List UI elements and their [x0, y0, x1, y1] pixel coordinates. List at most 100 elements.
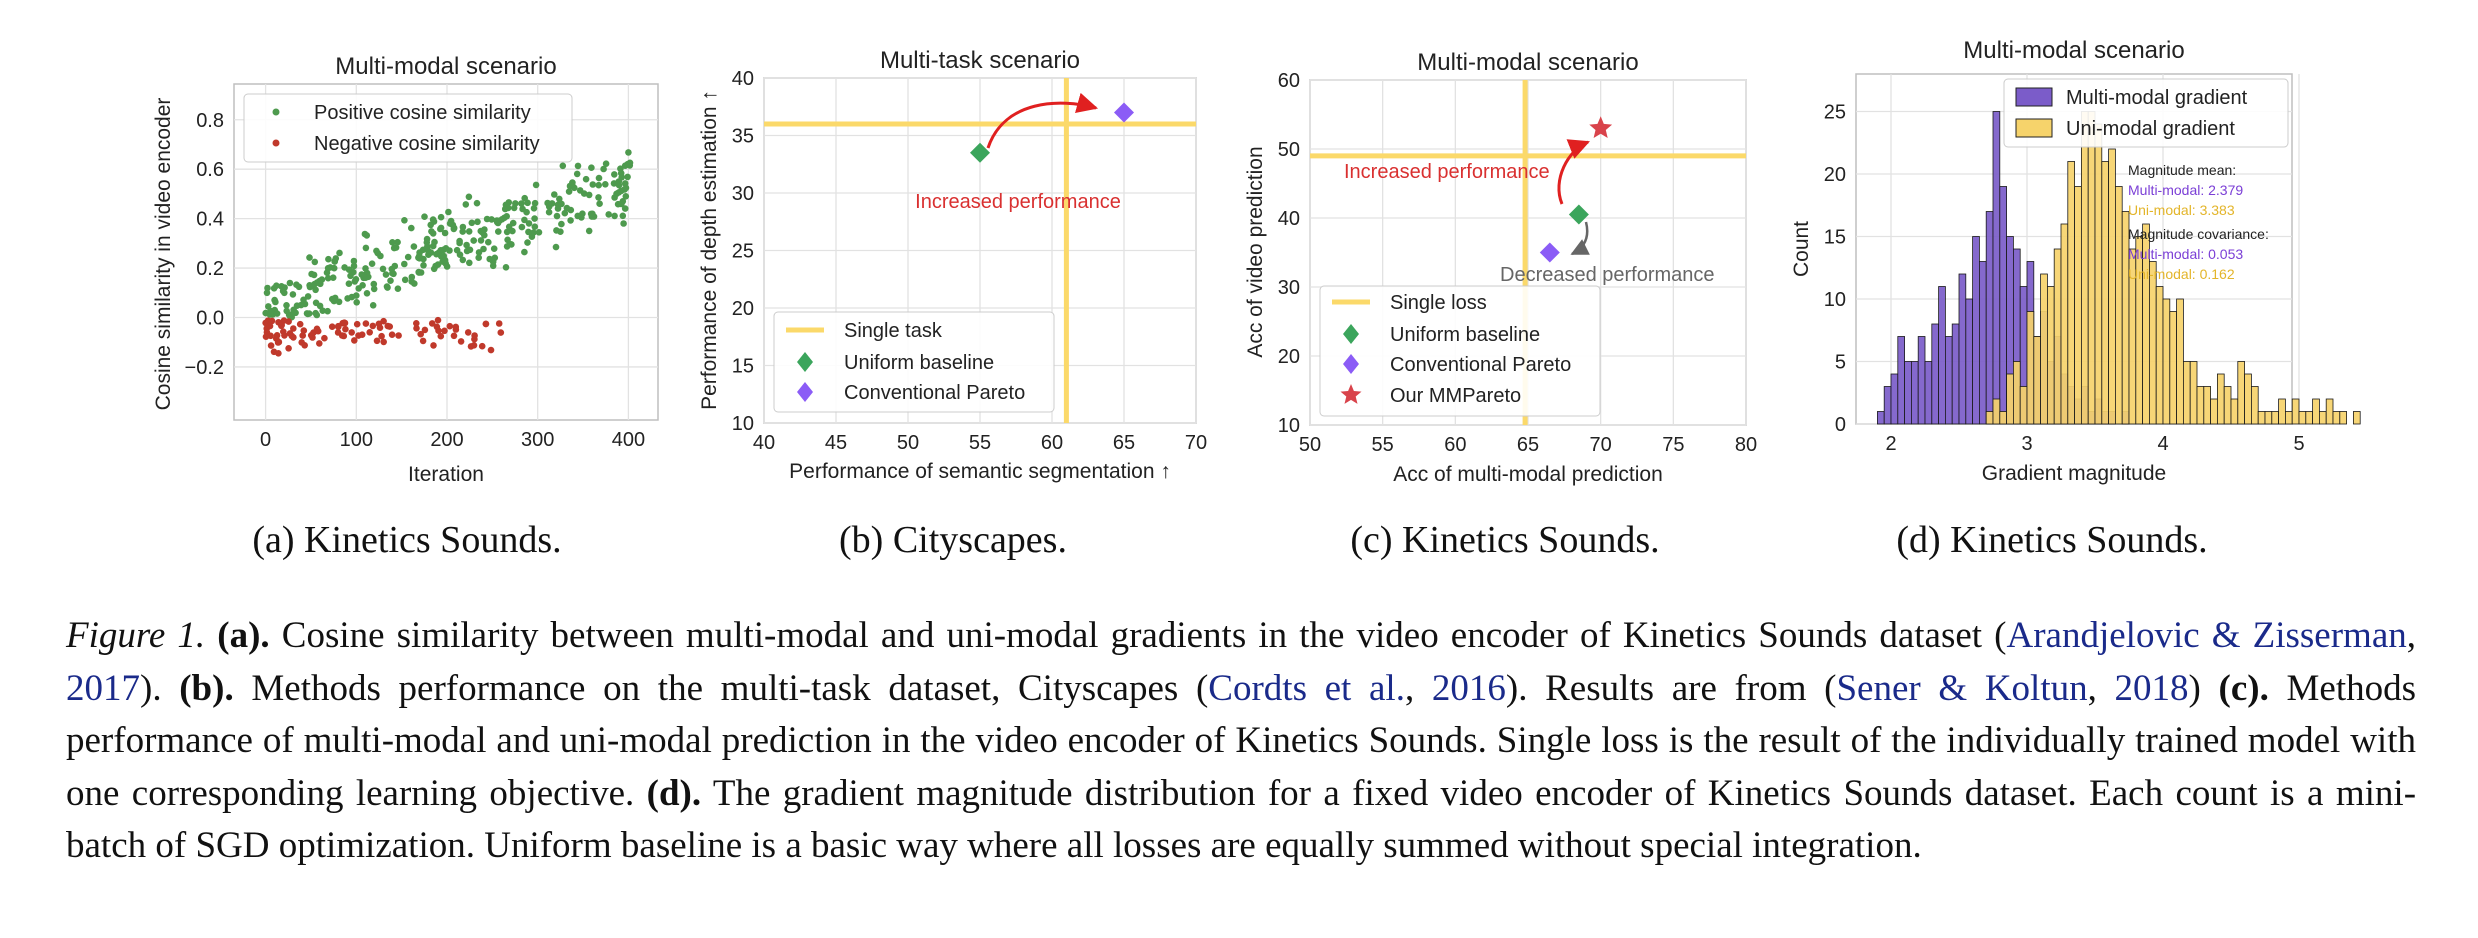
- legend-marker-uniform: [797, 352, 813, 372]
- positive-point: [363, 232, 371, 239]
- citation-year-2016[interactable]: 2016: [1431, 667, 1506, 709]
- y-tick-label: 20: [1278, 346, 1300, 368]
- positive-point: [441, 256, 449, 264]
- citation-cordts[interactable]: Cordts et al.: [1208, 667, 1405, 709]
- legend-label-multimodal: Multi-modal gradient: [2066, 87, 2248, 109]
- caption-d-text: The gradient magnitude distribution for …: [66, 772, 2417, 867]
- subcaption-c: (c) Kinetics Sounds.: [1350, 519, 1660, 561]
- negative-point: [340, 332, 348, 340]
- unimodal-bar: [2169, 311, 2178, 425]
- positive-point: [428, 228, 435, 235]
- positive-point: [300, 296, 307, 304]
- negative-point: [299, 332, 307, 339]
- positive-point: [404, 253, 412, 261]
- negative-point: [380, 317, 387, 325]
- unimodal-bar: [2060, 223, 2069, 425]
- panel-d-stats: Magnitude mean: Multi-modal: 2.379 Uni-m…: [2128, 162, 2269, 282]
- multimodal-bar: [1904, 361, 1912, 425]
- negative-point: [353, 320, 361, 328]
- panel-c-y-tick-labels: 10 20 30 40 50 60: [1278, 70, 1300, 437]
- negative-point: [369, 322, 377, 330]
- positive-point: [427, 221, 435, 229]
- negative-point: [433, 323, 441, 331]
- positive-point: [493, 217, 501, 224]
- caption-d-label: (d).: [646, 772, 702, 814]
- panel-d-y-label: Count: [1790, 221, 1813, 277]
- positive-point: [289, 291, 297, 298]
- positive-point: [401, 276, 409, 284]
- positive-point: [585, 191, 593, 199]
- negative-point: [413, 320, 420, 327]
- legend-label-negative: Negative cosine similarity: [314, 133, 540, 155]
- negative-point: [358, 331, 366, 339]
- positive-point: [595, 174, 603, 182]
- citation-year-2018[interactable]: 2018: [2114, 667, 2189, 709]
- positive-point: [595, 181, 602, 189]
- legend-marker-mmpareto: [1340, 384, 1362, 404]
- positive-point: [445, 208, 452, 216]
- positive-point: [519, 205, 526, 213]
- positive-point: [620, 220, 627, 227]
- positive-point: [370, 280, 378, 288]
- panel-c-annotation-up: Increased performance: [1344, 161, 1550, 183]
- negative-point: [434, 316, 442, 324]
- stats-cov-title: Magnitude covariance:: [2128, 226, 2269, 242]
- positive-point: [503, 228, 511, 236]
- unimodal-bar: [2284, 411, 2293, 425]
- unimodal-bar: [2108, 148, 2116, 425]
- y-tick-label: 35: [732, 126, 754, 148]
- unimodal-bar: [2006, 373, 2014, 425]
- citation-arandjelovic[interactable]: Arandjelovic & Zisserman: [2006, 615, 2407, 656]
- legend-swatch-unimodal: [2015, 118, 2053, 138]
- panel-b-x-label: Performance of semantic segmentation ↑: [789, 460, 1171, 483]
- caption-a-label: (a).: [217, 615, 270, 656]
- panel-b: Increased performance 40 45 50 55 60 65 70 101…: [698, 47, 1207, 483]
- point-uniform-baseline: [970, 142, 990, 163]
- legend-swatch-multimodal: [2015, 87, 2053, 107]
- positive-point: [611, 171, 618, 178]
- positive-point: [490, 245, 498, 252]
- negative-point: [478, 342, 486, 350]
- positive-point: [377, 252, 384, 260]
- panel-c-x-tick-labels: 50 55 60 65 70 75 80: [1299, 434, 1757, 456]
- positive-point: [480, 245, 487, 253]
- positive-point: [311, 258, 319, 266]
- unimodal-bar: [2176, 298, 2184, 425]
- positive-point: [293, 302, 301, 310]
- positive-point: [431, 238, 438, 246]
- positive-point: [470, 237, 478, 244]
- positive-point: [392, 244, 400, 251]
- x-tick-label: 200: [430, 429, 463, 451]
- positive-point: [600, 165, 607, 173]
- positive-point: [283, 307, 291, 315]
- x-tick-label: 50: [1299, 434, 1321, 456]
- negative-point: [421, 326, 429, 334]
- legend-label-single-task: Single task: [844, 320, 943, 342]
- negative-point: [428, 320, 436, 327]
- positive-point: [331, 258, 339, 265]
- positive-point: [362, 265, 369, 272]
- negative-point: [348, 329, 356, 336]
- positive-point: [324, 264, 332, 272]
- panel-a-title: Multi-modal scenario: [335, 53, 556, 80]
- unimodal-bar: [2047, 286, 2055, 425]
- subcaption-a: (a) Kinetics Sounds.: [252, 519, 562, 561]
- negative-point: [275, 350, 282, 357]
- point-uniform-baseline: [1568, 204, 1589, 225]
- x-tick-label: 75: [1662, 434, 1684, 456]
- positive-point: [524, 239, 531, 246]
- legend-label-unimodal: Uni-modal gradient: [2066, 118, 2235, 140]
- multimodal-bar: [1945, 336, 1953, 425]
- positive-point: [329, 295, 336, 303]
- unimodal-bar: [1999, 411, 2008, 425]
- citation-year-2017[interactable]: 2017: [66, 667, 140, 709]
- caption-a-sep: ,: [2406, 615, 2416, 656]
- x-tick-label: 60: [1444, 434, 1466, 456]
- positive-point: [565, 188, 573, 195]
- positive-point: [506, 240, 514, 248]
- legend-label-positive: Positive cosine similarity: [314, 102, 531, 124]
- citation-sener[interactable]: Sener & Koltun: [1836, 667, 2088, 709]
- negative-point: [450, 332, 458, 340]
- y-tick-label: 25: [1824, 102, 1846, 124]
- multimodal-bar: [1992, 111, 2001, 425]
